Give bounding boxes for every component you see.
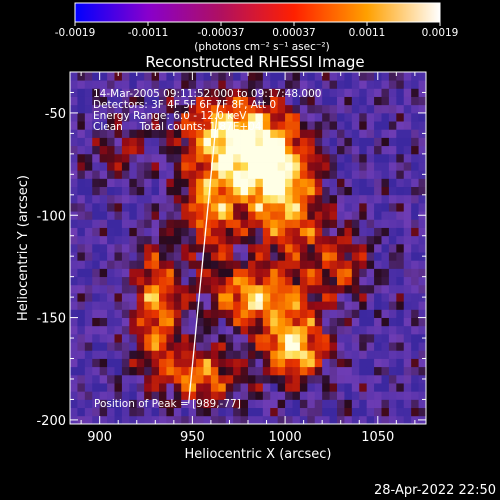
y-tick-label: -100 bbox=[36, 209, 66, 224]
chart-title: Reconstructed RHESSI Image bbox=[145, 53, 364, 71]
info-line-time: 14-Mar-2005 09:11:52.000 to 09:17:48.000 bbox=[93, 88, 321, 100]
y-axis-label: Heliocentric Y (arcsec) bbox=[16, 175, 31, 321]
x-tick-label: 900 bbox=[87, 430, 112, 445]
colorbar-ticks: -0.0019 -0.0011 -0.00037 0.00037 0.0011 0.001… bbox=[55, 22, 459, 39]
peak-position-label: Position of Peak = [989,-77] bbox=[94, 398, 241, 410]
x-tick-label: 950 bbox=[180, 430, 205, 445]
colorbar-tick-label: -0.00037 bbox=[197, 27, 244, 39]
colorbar-tick-label: 0.0011 bbox=[349, 27, 386, 39]
x-tick-label: 1000 bbox=[269, 430, 302, 445]
heatmap-image bbox=[70, 72, 427, 425]
info-line-detectors: Detectors: 3F 4F 5F 6F 7F 8F, Att 0 bbox=[93, 99, 276, 111]
colorbar-unit-label: (photons cm⁻² s⁻¹ asec⁻²) bbox=[194, 41, 329, 53]
x-axis-label: Heliocentric X (arcsec) bbox=[185, 447, 332, 462]
info-line-counts: Clean Total counts: 1.87E+04 bbox=[93, 121, 262, 133]
info-line-energy: Energy Range: 6.0 - 12.0 keV bbox=[93, 110, 247, 122]
colorbar-tick-label: -0.0019 bbox=[55, 27, 96, 39]
info-block: 14-Mar-2005 09:11:52.000 to 09:17:48.000… bbox=[93, 88, 321, 133]
y-tick-label: -150 bbox=[36, 312, 66, 327]
colorbar-tick-label: -0.0011 bbox=[128, 27, 169, 39]
y-tick-label: -50 bbox=[45, 107, 66, 122]
colorbar bbox=[74, 2, 441, 23]
x-tick-label: 1050 bbox=[361, 430, 394, 445]
solar-limb-line bbox=[188, 100, 219, 404]
colorbar-tick-label: 0.0019 bbox=[422, 27, 459, 39]
y-tick-label: -200 bbox=[36, 414, 66, 429]
footer-date: 28-Apr-2022 22:50 bbox=[374, 483, 496, 498]
axes: 900 950 1000 1050 -50 -100 -150 -200 bbox=[36, 72, 426, 445]
colorbar-tick-label: 0.00037 bbox=[272, 27, 315, 39]
